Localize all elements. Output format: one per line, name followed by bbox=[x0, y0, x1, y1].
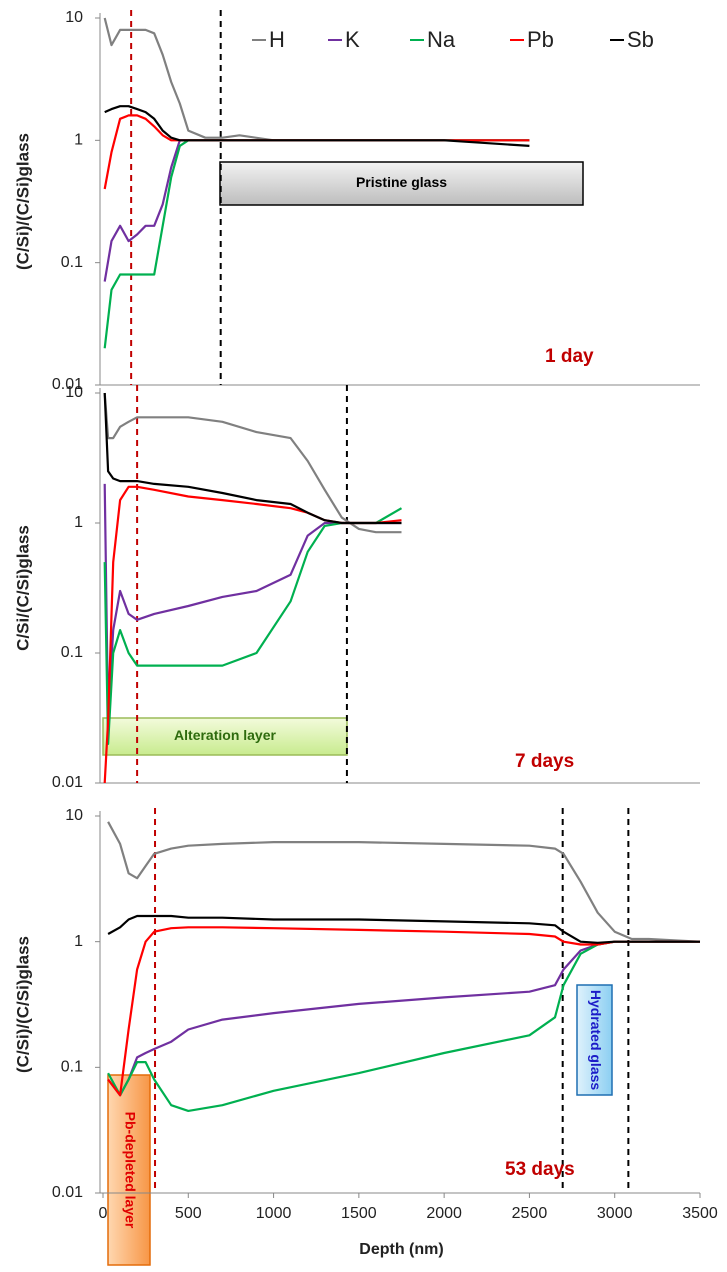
y-axis-title: (C/Si)/(C/Si)glass bbox=[13, 936, 32, 1073]
x-tick-label: 1000 bbox=[256, 1205, 292, 1222]
x-tick-label: 2000 bbox=[426, 1205, 462, 1222]
annotation-box bbox=[107, 1074, 151, 1266]
x-tick-label: 0 bbox=[99, 1205, 108, 1222]
legend-label: H bbox=[269, 27, 285, 52]
y-tick-label: 0.1 bbox=[61, 1059, 83, 1076]
series-line bbox=[103, 17, 530, 142]
y-tick-label: 10 bbox=[65, 9, 83, 26]
y-tick-label: 0.01 bbox=[52, 376, 83, 393]
legend-label: Sb bbox=[627, 27, 654, 52]
y-tick-label: 10 bbox=[65, 384, 83, 401]
panel-label: 1 day bbox=[545, 346, 594, 367]
legend-label: Na bbox=[427, 27, 456, 52]
x-tick-label: 1500 bbox=[341, 1205, 377, 1222]
annotation-box bbox=[576, 984, 613, 1096]
x-axis-title: Depth (nm) bbox=[359, 1241, 443, 1258]
series-line bbox=[104, 105, 530, 147]
x-tick-label: 500 bbox=[175, 1205, 202, 1222]
series-line bbox=[107, 821, 701, 943]
y-tick-label: 10 bbox=[65, 807, 83, 824]
y-tick-label: 0.01 bbox=[52, 1184, 83, 1201]
y-tick-label: 0.01 bbox=[52, 774, 83, 791]
y-tick-label: 0.1 bbox=[61, 644, 83, 661]
panel-label: 7 days bbox=[515, 751, 574, 772]
series-line bbox=[103, 483, 402, 723]
y-tick-label: 1 bbox=[74, 933, 83, 950]
y-tick-label: 1 bbox=[74, 132, 83, 149]
x-tick-label: 3000 bbox=[597, 1205, 633, 1222]
legend-label: K bbox=[345, 27, 360, 52]
y-axis-title: (C/Si)/(C/Si)glass bbox=[13, 133, 32, 270]
y-tick-label: 0.1 bbox=[61, 254, 83, 271]
annotation-text: Pb-depleted layer bbox=[122, 1112, 138, 1229]
x-tick-label: 3500 bbox=[682, 1205, 718, 1222]
series-line bbox=[103, 392, 402, 534]
x-tick-label: 2500 bbox=[512, 1205, 548, 1222]
annotation-box bbox=[219, 161, 584, 206]
series-line bbox=[103, 392, 402, 525]
annotation-text: Pristine glass bbox=[356, 174, 447, 190]
series-line bbox=[107, 914, 700, 944]
legend-label: Pb bbox=[527, 27, 554, 52]
panel-label: 53 days bbox=[505, 1159, 575, 1180]
annotation-text: Alteration layer bbox=[174, 727, 276, 743]
series-line bbox=[103, 507, 403, 745]
y-axis-title: C/Si/(C/Si)glass bbox=[13, 525, 32, 651]
y-tick-label: 1 bbox=[74, 514, 83, 531]
annotation-box bbox=[102, 717, 348, 756]
annotation-text: Hydrated glass bbox=[588, 990, 604, 1091]
